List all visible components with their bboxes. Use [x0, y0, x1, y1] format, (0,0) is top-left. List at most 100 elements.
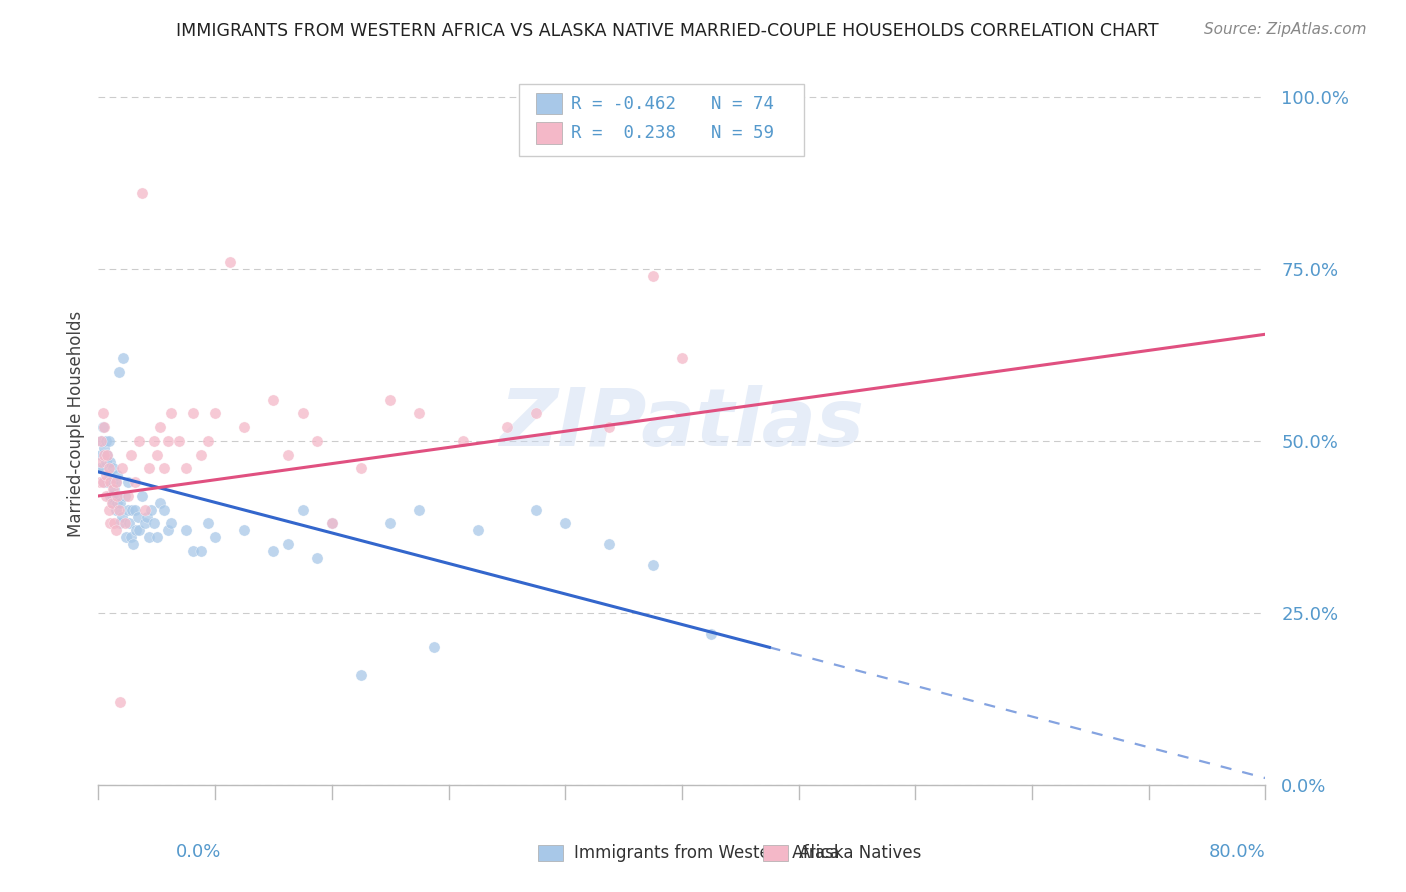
Point	[350, 461, 373, 475]
Point	[97, 434, 120, 448]
Point	[641, 268, 664, 283]
Point	[190, 544, 212, 558]
Point	[118, 516, 141, 531]
Point	[120, 530, 142, 544]
Point	[91, 475, 114, 490]
Point	[89, 461, 111, 475]
Point	[110, 496, 132, 510]
Text: Source: ZipAtlas.com: Source: ZipAtlas.com	[1204, 22, 1367, 37]
Point	[127, 509, 149, 524]
FancyBboxPatch shape	[519, 84, 804, 156]
Point	[467, 524, 489, 538]
Point	[94, 468, 117, 483]
Point	[90, 448, 112, 462]
Point	[167, 434, 190, 448]
Point	[139, 502, 162, 516]
Point	[160, 406, 183, 420]
Point	[307, 550, 329, 565]
Point	[93, 420, 115, 434]
Point	[105, 489, 128, 503]
Point	[524, 502, 547, 516]
Point	[94, 434, 117, 448]
Point	[111, 509, 134, 524]
Point	[451, 434, 474, 448]
Point	[97, 502, 120, 516]
Point	[135, 509, 157, 524]
Point	[90, 434, 112, 448]
Point	[96, 448, 118, 462]
Point	[93, 475, 115, 490]
Point	[149, 420, 172, 434]
Point	[114, 489, 136, 503]
Point	[321, 516, 343, 531]
Point	[408, 406, 430, 420]
Point	[134, 502, 156, 516]
Point	[160, 516, 183, 531]
Point	[128, 434, 150, 448]
Point	[149, 496, 172, 510]
Point	[174, 524, 197, 538]
Point	[423, 640, 446, 655]
Point	[262, 392, 284, 407]
Point	[641, 558, 664, 572]
Point	[91, 406, 114, 420]
Point	[91, 461, 114, 475]
Point	[204, 530, 226, 544]
Point	[146, 448, 169, 462]
Point	[100, 475, 122, 490]
Point	[110, 516, 132, 531]
Point	[104, 502, 127, 516]
Point	[108, 489, 131, 503]
Point	[277, 537, 299, 551]
Point	[307, 434, 329, 448]
Point	[96, 448, 118, 462]
Point	[181, 406, 204, 420]
Point	[138, 461, 160, 475]
Point	[496, 420, 519, 434]
Point	[218, 255, 240, 269]
Point	[671, 351, 693, 366]
Text: 80.0%: 80.0%	[1209, 843, 1265, 861]
Point	[90, 454, 112, 468]
Text: IMMIGRANTS FROM WESTERN AFRICA VS ALASKA NATIVE MARRIED-COUPLE HOUSEHOLDS CORREL: IMMIGRANTS FROM WESTERN AFRICA VS ALASKA…	[176, 22, 1159, 40]
Point	[103, 482, 125, 496]
Point	[117, 489, 139, 503]
Point	[524, 406, 547, 420]
Point	[98, 454, 121, 468]
Point	[174, 461, 197, 475]
Text: N = 74: N = 74	[711, 95, 775, 112]
Point	[114, 516, 136, 531]
Point	[104, 524, 127, 538]
Point	[103, 516, 125, 531]
Point	[94, 489, 117, 503]
Point	[100, 489, 122, 503]
Point	[101, 482, 124, 496]
Point	[90, 434, 112, 448]
Point	[117, 475, 139, 490]
Point	[153, 461, 176, 475]
Y-axis label: Married-couple Households: Married-couple Households	[66, 310, 84, 537]
Point	[146, 530, 169, 544]
Point	[181, 544, 204, 558]
Point	[277, 448, 299, 462]
Point	[93, 448, 115, 462]
Point	[104, 475, 127, 490]
Point	[598, 420, 620, 434]
Point	[110, 695, 132, 709]
Text: Immigrants from Western Africa: Immigrants from Western Africa	[575, 844, 839, 862]
FancyBboxPatch shape	[536, 122, 562, 145]
Point	[104, 475, 127, 490]
Point	[125, 524, 148, 538]
Point	[153, 502, 176, 516]
Point	[157, 524, 180, 538]
Point	[117, 502, 139, 516]
Point	[350, 668, 373, 682]
Point	[131, 489, 153, 503]
Point	[105, 468, 128, 483]
Point	[91, 420, 114, 434]
Point	[700, 626, 723, 640]
Point	[115, 530, 138, 544]
Point	[111, 461, 134, 475]
Point	[93, 441, 115, 455]
Point	[380, 516, 402, 531]
